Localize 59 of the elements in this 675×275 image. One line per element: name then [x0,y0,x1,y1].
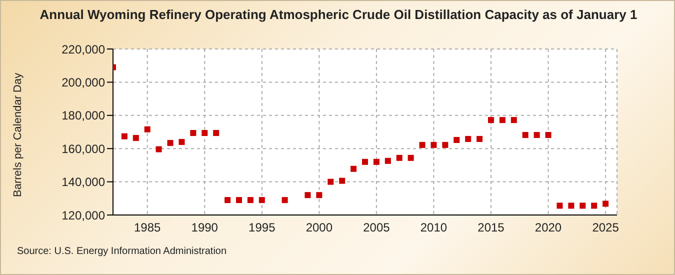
point [384,158,391,164]
point [465,136,472,142]
point [178,138,185,145]
point [156,146,162,152]
point [556,202,563,209]
point [167,140,174,146]
x-tick-label: 1990 [191,220,218,235]
point [522,132,528,138]
point [510,117,517,124]
point [258,197,265,204]
point [362,158,368,165]
point [247,197,254,204]
x-tick-label: 2010 [420,220,448,235]
point [316,192,322,198]
point [591,202,598,209]
point [580,202,586,209]
point [282,197,288,204]
x-tick-label: 2025 [592,220,620,235]
point [213,130,220,136]
y-tick-label: 220,000 [62,42,106,56]
point [442,142,448,148]
point [144,126,150,132]
point [373,158,380,165]
y-tick-label: 140,000 [62,175,106,190]
y-tick-label: 160,000 [62,142,106,156]
chart-title: Annual Wyoming Refinery Operating Atmospheric Crude Oil Distillation Capacity as of January 1 [38,7,638,22]
point [568,202,574,209]
y-tick-label: 200,000 [62,75,106,90]
point [396,154,402,161]
point [236,197,242,204]
x-tick-label: 1985 [134,220,162,235]
point [202,130,208,136]
point [350,166,357,172]
point [488,117,494,124]
point [339,178,346,184]
point [454,136,460,143]
point [419,142,426,148]
point [190,130,196,136]
source-note: Source: U.S. Energy Information Administration [17,246,227,257]
point [545,132,552,138]
point [430,142,437,148]
x-tick-label: 2000 [306,220,333,235]
x-tick-label: 2015 [478,220,505,235]
point [304,192,311,198]
point [408,154,414,161]
point [476,136,483,142]
y-tick-label: 180,000 [62,108,106,123]
point [328,178,334,185]
point [534,132,540,138]
x-tick-label: 1995 [248,220,276,235]
point [132,134,139,141]
x-tick-label: 2005 [363,220,390,235]
x-tick-label: 2020 [534,220,562,235]
point [602,200,609,207]
point [121,133,128,140]
y-tick-label: 120,000 [62,208,106,222]
point [499,117,506,124]
y-axis-title: Barrels per Calendar Day [12,72,24,197]
point [224,197,231,204]
